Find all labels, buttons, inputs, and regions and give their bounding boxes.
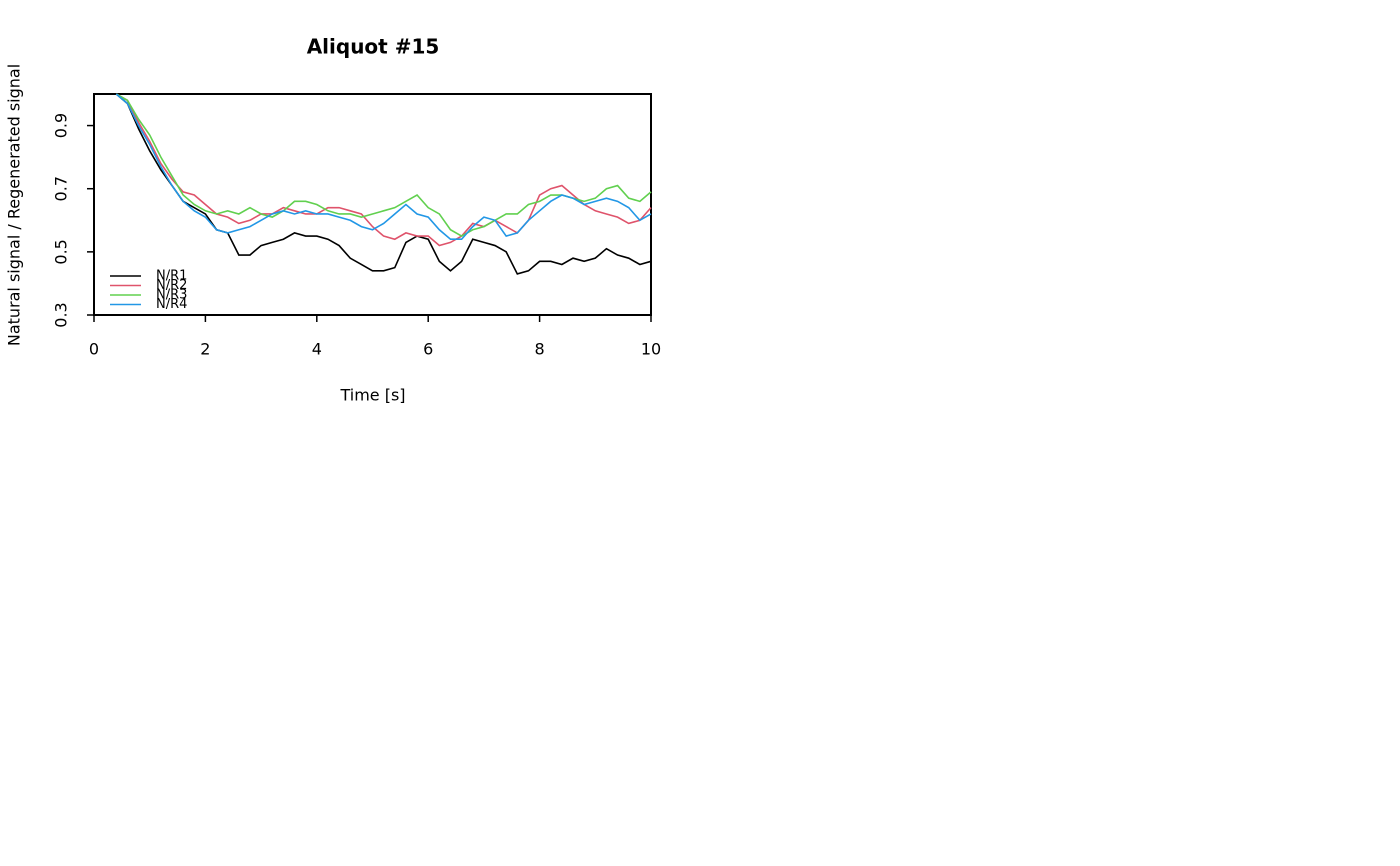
y-tick-label: 0.9: [52, 113, 71, 138]
x-tick-label: 6: [423, 340, 433, 359]
legend-label: N/R2: [156, 278, 187, 293]
y-tick-label: 0.7: [52, 176, 71, 201]
x-tick-label: 8: [535, 340, 545, 359]
legend-label: N/R1: [156, 269, 187, 284]
series-line: [115, 93, 652, 241]
legend-label: N/R4: [156, 297, 187, 312]
x-axis-label: Time [s]: [339, 386, 405, 405]
series-line: [115, 93, 652, 247]
x-tick-label: 2: [200, 340, 210, 359]
x-tick-label: 4: [312, 340, 322, 359]
y-tick-label: 0.3: [52, 302, 71, 327]
y-axis-label: Natural signal / Regenerated signal: [5, 64, 24, 346]
plot-box: [93, 93, 652, 316]
x-tick-label: 0: [89, 340, 99, 359]
legend-label: N/R3: [156, 288, 187, 303]
chart-title: Aliquot #15: [307, 35, 440, 59]
series-line: [115, 93, 652, 275]
x-tick-label: 10: [641, 340, 661, 359]
y-tick-label: 0.5: [52, 239, 71, 264]
series-line: [115, 93, 652, 237]
